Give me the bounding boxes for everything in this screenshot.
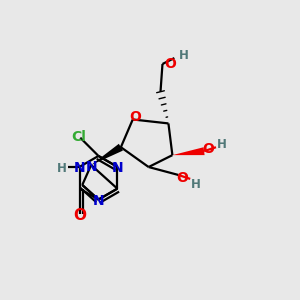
- Text: H: H: [217, 138, 227, 151]
- Text: N: N: [74, 161, 85, 175]
- Text: O: O: [164, 56, 176, 70]
- Polygon shape: [172, 147, 205, 155]
- Text: Cl: Cl: [71, 130, 86, 144]
- Text: H: H: [191, 178, 201, 191]
- Text: H: H: [57, 162, 67, 175]
- Text: O: O: [73, 208, 86, 224]
- Text: H: H: [179, 49, 189, 62]
- Text: N: N: [112, 161, 123, 175]
- Text: N: N: [85, 160, 97, 173]
- Text: O: O: [202, 142, 214, 156]
- Text: O: O: [176, 171, 188, 185]
- Text: N: N: [93, 194, 104, 208]
- Polygon shape: [91, 144, 123, 165]
- Text: O: O: [129, 110, 141, 124]
